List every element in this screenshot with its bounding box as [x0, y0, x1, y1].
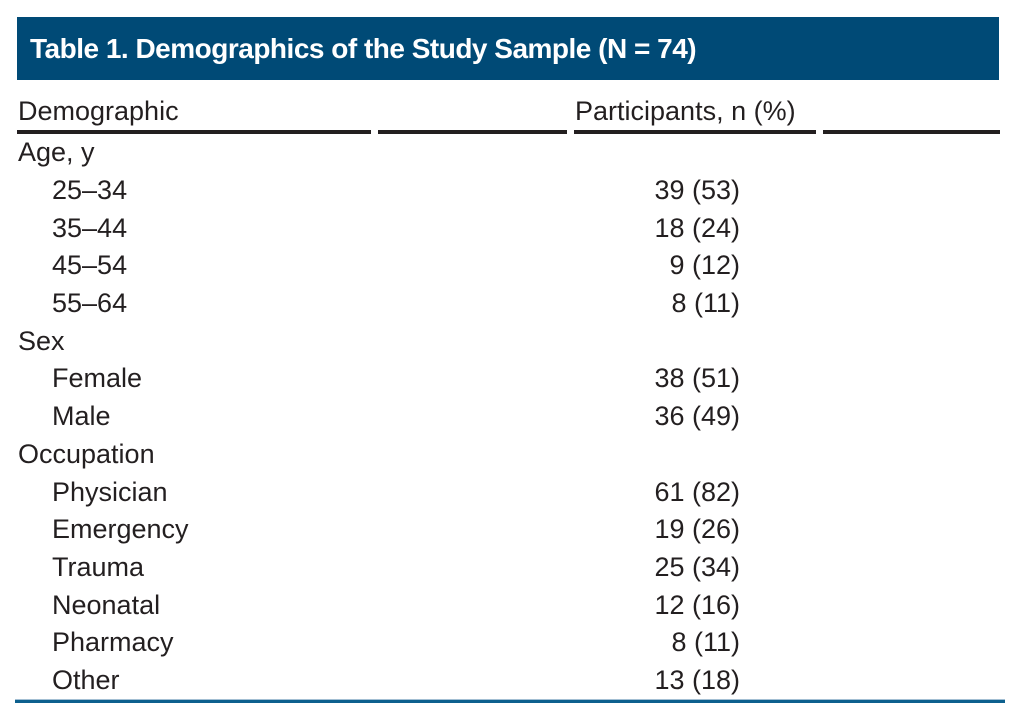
row-label: Female [52, 363, 143, 394]
table-row-item: Female 38 (51) [18, 360, 740, 398]
row-value: 61 (82) [654, 476, 740, 507]
row-value: 36 (49) [654, 401, 740, 432]
row-label: 35–44 [52, 212, 128, 243]
row-value: 18 (24) [654, 212, 740, 243]
table-row-item: Pharmacy 8 (11) [18, 624, 740, 662]
row-label: Age, y [18, 137, 95, 168]
row-label: Trauma [52, 551, 145, 582]
table-row-group: Sex [18, 322, 740, 360]
table-row-item: Neonatal 12 (16) [18, 586, 740, 624]
row-label: Male [52, 401, 111, 432]
table-row-item: Physician 61 (82) [18, 473, 740, 511]
row-value: 9 (12) [669, 250, 740, 281]
row-label: 45–54 [52, 250, 128, 281]
row-label: Pharmacy [52, 627, 174, 658]
row-label: Occupation [18, 438, 155, 469]
column-header-row: Demographic Participants, n (%) [0, 93, 1015, 130]
row-value: 39 (53) [654, 175, 740, 206]
row-label: 55–64 [52, 288, 128, 319]
table-row-item: 25–34 39 (53) [18, 172, 740, 210]
row-label: Neonatal [52, 589, 161, 620]
table-row-group: Age, y [18, 134, 740, 172]
row-label: Other [52, 664, 120, 695]
table-body: Age, y 25–34 39 (53) 35–44 18 (24) 45–54 9 (12… [18, 134, 740, 699]
row-value: 8 (11) [671, 288, 740, 319]
row-value: 12 (16) [654, 589, 740, 620]
table-row-item: 35–44 18 (24) [18, 209, 740, 247]
table-row-item: Male 36 (49) [18, 398, 740, 436]
table-row-item: 45–54 9 (12) [18, 247, 740, 285]
row-value: 8 (11) [671, 627, 740, 658]
table-row-item: Emergency 19 (26) [18, 511, 740, 549]
table-row-item: Trauma 25 (34) [18, 549, 740, 587]
row-label: 25–34 [52, 175, 128, 206]
row-value: 38 (51) [654, 363, 740, 394]
header-rule [17, 130, 1000, 134]
column-header-participants: Participants, n (%) [575, 96, 796, 126]
row-label: Physician [52, 476, 168, 507]
table-row-item: 55–64 8 (11) [18, 285, 740, 323]
row-value: 13 (18) [654, 664, 740, 695]
row-label: Sex [18, 325, 65, 356]
row-label: Emergency [52, 514, 189, 545]
table-title: Table 1. Demographics of the Study Sampl… [30, 32, 697, 64]
row-value: 19 (26) [654, 514, 740, 545]
table-row-group: Occupation [18, 436, 740, 474]
row-value: 25 (34) [654, 551, 740, 582]
column-header-demographic: Demographic [18, 96, 179, 126]
table-title-bar: Table 1. Demographics of the Study Sampl… [17, 17, 999, 80]
table-row-item: Other 13 (18) [18, 662, 740, 700]
bottom-rule [15, 699, 1005, 703]
